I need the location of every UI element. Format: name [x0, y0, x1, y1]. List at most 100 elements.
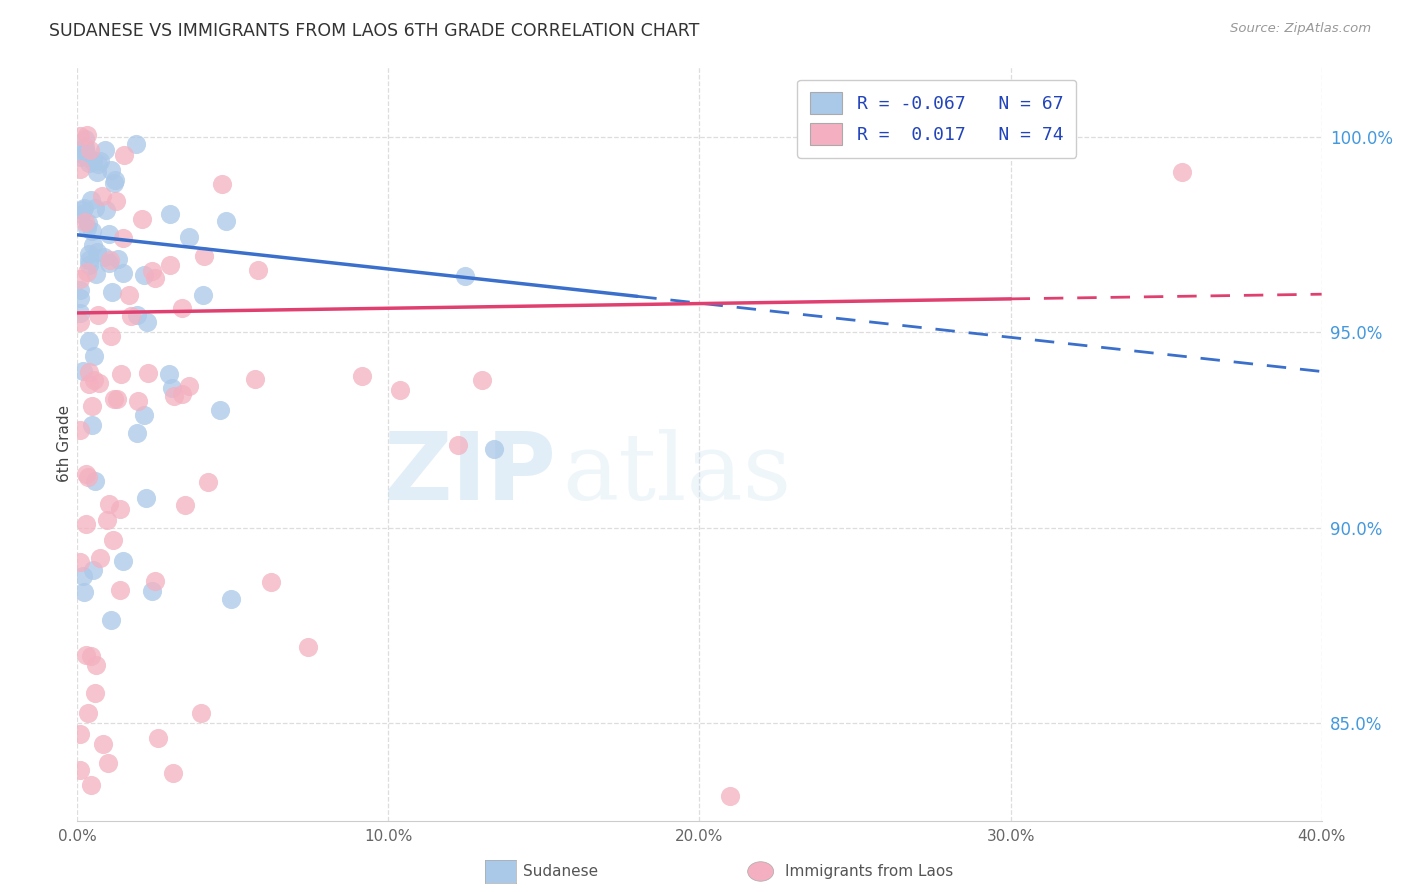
- Point: [162, 766, 184, 780]
- Point: [80, 399, 103, 413]
- Point: [97, 756, 120, 770]
- Point: [136, 366, 159, 380]
- Text: Immigrants from Laos: Immigrants from Laos: [785, 864, 953, 879]
- Point: [73, 201, 96, 215]
- Point: [83, 475, 105, 489]
- Point: [82, 153, 104, 168]
- Point: [246, 263, 269, 277]
- Point: [108, 502, 131, 516]
- Point: [163, 389, 186, 403]
- Point: [73, 215, 96, 229]
- Point: [75, 467, 97, 481]
- Point: [77, 365, 100, 379]
- Point: [127, 394, 149, 409]
- Point: [352, 368, 374, 383]
- Point: [87, 157, 110, 171]
- Point: [79, 193, 101, 207]
- Point: [108, 582, 131, 597]
- Point: [260, 575, 283, 590]
- Point: [98, 227, 121, 241]
- Point: [107, 252, 129, 267]
- Point: [100, 614, 122, 628]
- Point: [77, 252, 100, 267]
- Point: [84, 267, 107, 281]
- Point: [143, 574, 166, 588]
- Point: [72, 364, 94, 378]
- Point: [297, 640, 319, 654]
- Point: [83, 373, 105, 387]
- Point: [103, 392, 125, 407]
- Point: [101, 285, 124, 300]
- Point: [132, 408, 155, 422]
- Point: [191, 288, 214, 302]
- Point: [98, 253, 121, 268]
- Point: [111, 230, 134, 244]
- Point: [94, 203, 117, 218]
- Point: [162, 381, 184, 395]
- Circle shape: [748, 862, 773, 881]
- Point: [132, 268, 155, 283]
- Point: [75, 132, 97, 146]
- Point: [80, 417, 103, 432]
- Point: [143, 271, 166, 285]
- Point: [86, 309, 108, 323]
- Point: [197, 475, 219, 490]
- Point: [72, 202, 94, 217]
- Point: [135, 315, 157, 329]
- Point: [219, 592, 242, 607]
- Point: [69, 423, 91, 437]
- Point: [69, 555, 91, 569]
- Point: [118, 288, 141, 302]
- Point: [112, 148, 135, 162]
- Point: [75, 145, 97, 160]
- Point: [77, 470, 100, 484]
- Point: [105, 194, 128, 208]
- Point: [146, 731, 169, 745]
- Text: atlas: atlas: [562, 429, 792, 519]
- Point: [104, 173, 127, 187]
- Point: [83, 686, 105, 700]
- Point: [89, 551, 111, 566]
- Point: [159, 258, 181, 272]
- Point: [69, 150, 91, 164]
- Point: [91, 738, 114, 752]
- Point: [190, 706, 212, 720]
- Point: [112, 554, 135, 568]
- Point: [157, 367, 180, 381]
- Point: [73, 585, 96, 599]
- Point: [77, 217, 100, 231]
- Text: ZIP: ZIP: [384, 428, 557, 520]
- Point: [177, 229, 200, 244]
- Text: Sudanese: Sudanese: [523, 864, 598, 879]
- Point: [209, 403, 232, 417]
- Point: [75, 516, 97, 531]
- Point: [172, 301, 194, 315]
- Point: [86, 165, 108, 179]
- Point: [75, 648, 97, 662]
- Point: [103, 176, 125, 190]
- Point: [69, 272, 91, 286]
- Text: Source: ZipAtlas.com: Source: ZipAtlas.com: [1230, 22, 1371, 36]
- Point: [69, 315, 91, 329]
- Point: [76, 265, 98, 279]
- Point: [83, 201, 105, 215]
- Point: [100, 163, 122, 178]
- Point: [471, 373, 494, 387]
- Point: [69, 145, 91, 160]
- Point: [243, 371, 266, 385]
- Point: [90, 188, 112, 202]
- Point: [70, 207, 93, 221]
- Point: [69, 283, 91, 297]
- Point: [211, 177, 233, 191]
- Point: [97, 256, 120, 270]
- Point: [1170, 165, 1192, 179]
- Point: [98, 497, 121, 511]
- Point: [172, 386, 194, 401]
- Point: [82, 237, 104, 252]
- Point: [159, 207, 181, 221]
- Point: [77, 706, 100, 720]
- Point: [80, 778, 103, 792]
- Legend: R = -0.067   N = 67, R =  0.017   N = 74: R = -0.067 N = 67, R = 0.017 N = 74: [797, 79, 1076, 158]
- Point: [389, 383, 412, 397]
- Point: [79, 377, 101, 392]
